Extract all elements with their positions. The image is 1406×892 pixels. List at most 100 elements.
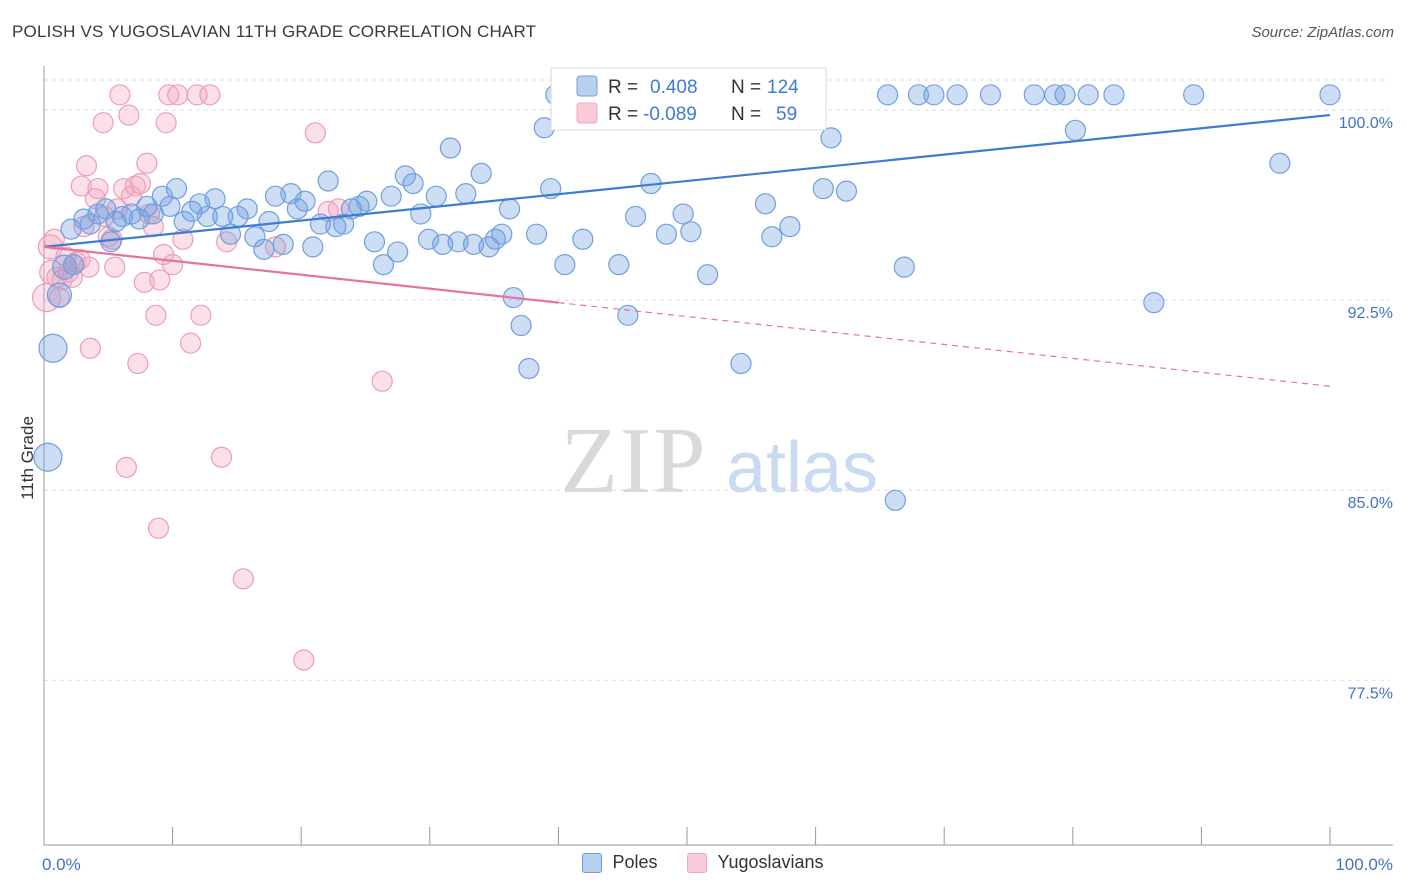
point-poles-19	[165, 177, 188, 200]
point-poles-111	[979, 84, 1002, 106]
point-poles-112	[1023, 84, 1045, 106]
point-yugo-50	[210, 446, 233, 468]
series-legend-yugo: Yugoslavians	[687, 852, 824, 873]
legend-n-value-poles: 124	[767, 77, 799, 98]
point-poles-32	[264, 185, 287, 207]
point-poles-86	[680, 221, 702, 243]
point-yugo-19	[92, 112, 114, 134]
stats-legend: R = 0.408 N = 124 R = -0.089 N = 59	[550, 67, 827, 131]
point-poles-78	[617, 304, 639, 326]
point-poles-121	[1319, 84, 1341, 106]
point-poles-109	[923, 84, 945, 106]
point-poles-23	[196, 205, 218, 228]
point-poles-48	[387, 241, 409, 263]
y-tick-label-3: 77.5%	[1348, 685, 1393, 702]
point-poles-29	[244, 226, 266, 248]
point-poles-50	[402, 172, 424, 195]
point-yugo-39	[149, 269, 171, 291]
point-yugo-58	[371, 370, 393, 392]
legend-r-value-poles: 0.408	[650, 77, 698, 98]
point-poles-47	[380, 185, 402, 207]
point-poles-65	[510, 314, 532, 337]
point-yugo-48	[190, 304, 212, 326]
point-poles-49	[394, 165, 416, 187]
y-tick-label-1: 92.5%	[1348, 305, 1393, 322]
series-legend: Poles Yugoslavians	[0, 852, 1406, 873]
legend-n-value-yugo: 59	[776, 104, 797, 125]
point-poles-31	[258, 210, 280, 233]
series-swatch-yugo	[687, 852, 708, 873]
point-poles-14	[128, 208, 150, 230]
trend-line-dashed-yugo	[558, 302, 1331, 387]
point-poles-33	[272, 233, 294, 255]
point-poles-18	[159, 195, 181, 217]
point-yugo-52	[232, 568, 254, 590]
point-poles-39	[317, 170, 339, 192]
y-tick-label-2: 85.0%	[1348, 495, 1393, 512]
point-yugo-12	[70, 175, 92, 197]
point-yugo-46	[180, 332, 202, 354]
point-yugo-44	[167, 84, 189, 106]
point-yugo-43	[162, 254, 184, 276]
point-poles-63	[498, 198, 521, 220]
trend-line-poles	[43, 113, 1331, 248]
series-swatch-poles	[582, 852, 603, 873]
point-yugo-38	[147, 517, 170, 539]
legend-r-label-poles: R =	[608, 77, 638, 98]
point-yugo-27	[115, 456, 137, 478]
point-poles-96	[761, 226, 783, 248]
point-poles-58	[462, 233, 485, 255]
point-poles-107	[893, 256, 915, 278]
trend-line-yugo	[43, 245, 559, 304]
legend-swatch-yugo	[576, 102, 598, 124]
y-axis-title: 11th Grade	[18, 416, 37, 500]
legend-n-label-poles: N =	[731, 77, 761, 98]
point-poles-105	[877, 84, 899, 106]
point-yugo-15	[78, 256, 100, 278]
point-yugo-41	[155, 112, 177, 134]
point-yugo-33	[133, 271, 155, 293]
point-poles-114	[1054, 84, 1076, 106]
point-yugo-54	[293, 649, 315, 671]
point-poles-12	[111, 205, 134, 228]
point-poles-36	[294, 190, 316, 212]
point-poles-56	[447, 231, 469, 253]
point-poles-106	[884, 489, 906, 511]
point-poles-102	[812, 177, 834, 200]
point-poles-45	[363, 231, 386, 253]
point-poles-59	[470, 162, 492, 184]
series-label-yugo: Yugoslavians	[717, 852, 824, 872]
data-points	[31, 84, 1341, 671]
x-tick-label-0: 0.0%	[42, 855, 81, 874]
point-yugo-18	[87, 177, 109, 200]
trend-lines	[43, 113, 1331, 387]
series-label-poles: Poles	[612, 852, 658, 872]
point-yugo-16	[79, 337, 101, 359]
point-yugo-47	[186, 84, 208, 106]
point-poles-66	[518, 357, 540, 380]
point-poles-3	[51, 254, 78, 280]
point-poles-104	[835, 180, 858, 202]
point-yugo-45	[172, 228, 194, 250]
point-poles-118	[1143, 292, 1165, 314]
point-poles-95	[754, 193, 777, 215]
legend-swatch-poles	[576, 75, 598, 97]
point-poles-25	[212, 205, 234, 228]
point-yugo-28	[118, 104, 140, 126]
series-legend-poles: Poles	[582, 852, 657, 873]
point-poles-67	[525, 223, 548, 245]
point-poles-88	[696, 264, 719, 286]
point-yugo-49	[199, 84, 221, 106]
point-poles-55	[439, 137, 461, 159]
point-poles-85	[672, 203, 694, 225]
point-poles-1	[38, 333, 68, 363]
legend-r-label-yugo: R =	[608, 104, 638, 125]
point-poles-37	[302, 236, 324, 258]
point-yugo-55	[304, 122, 326, 144]
point-yugo-42	[158, 84, 180, 106]
point-poles-46	[372, 254, 395, 276]
grid-lines	[44, 79, 1390, 681]
point-yugo-34	[136, 152, 158, 174]
point-poles-115	[1064, 119, 1086, 141]
